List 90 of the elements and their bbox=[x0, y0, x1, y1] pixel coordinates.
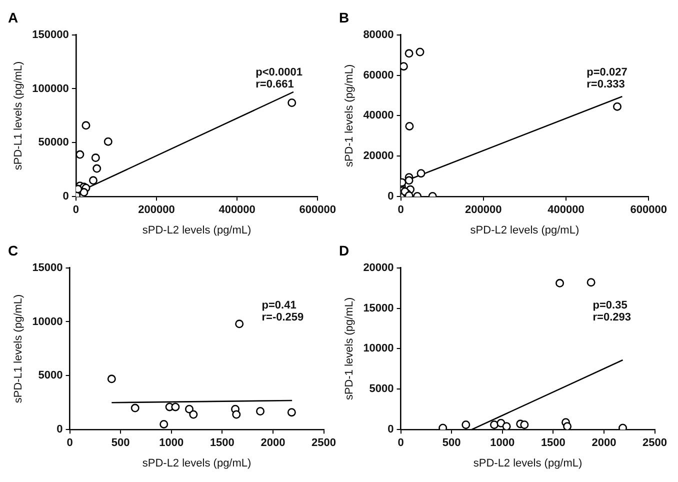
annotation: p=0.027 bbox=[586, 66, 628, 79]
x-tick-label: 2500 bbox=[312, 437, 336, 450]
x-tick-label: 400000 bbox=[548, 204, 584, 216]
annotation: p=0.41 bbox=[262, 300, 296, 312]
annotation: r=-0.259 bbox=[262, 312, 304, 324]
x-tick-label: 1000 bbox=[159, 437, 184, 450]
y-tick-label: 20000 bbox=[363, 150, 394, 162]
y-tick-label: 0 bbox=[56, 424, 63, 436]
point bbox=[76, 150, 84, 159]
point bbox=[256, 407, 265, 416]
x-tick-label: 200000 bbox=[138, 204, 175, 216]
x-tick-label: 1000 bbox=[490, 437, 515, 450]
point bbox=[490, 420, 498, 429]
x-axis-title: sPD-L2 levels (pg/mL) bbox=[470, 224, 580, 236]
y-tick-label: 10000 bbox=[32, 316, 63, 328]
y-axis-title: sPD-1 levels (pg/mL) bbox=[344, 297, 356, 400]
point bbox=[586, 278, 596, 287]
chart-title: A bbox=[8, 9, 18, 26]
point bbox=[189, 410, 198, 419]
point bbox=[404, 49, 414, 58]
y-axis-title: sPD-1 levels (pg/mL) bbox=[344, 64, 356, 168]
point bbox=[618, 424, 628, 430]
x-tick-label: 2500 bbox=[642, 437, 668, 450]
point bbox=[404, 176, 414, 185]
annotation: p<0.0001 bbox=[256, 66, 302, 79]
point bbox=[130, 404, 140, 412]
y-tick-label: 0 bbox=[62, 190, 69, 203]
x-tick-label: 500 bbox=[442, 437, 461, 450]
y-tick-label: 60000 bbox=[363, 69, 394, 82]
x-tick-label: 1500 bbox=[540, 437, 566, 450]
point bbox=[556, 278, 564, 288]
x-tick-label: 1500 bbox=[210, 437, 234, 450]
x-tick-label: 200000 bbox=[465, 204, 502, 216]
y-axis-title: sPD-L1 levels (pg/mL) bbox=[12, 294, 25, 404]
y-tick-label: 20000 bbox=[363, 262, 394, 274]
point bbox=[160, 420, 168, 428]
y-tick-label: 100000 bbox=[32, 82, 69, 95]
x-tick-label: 2000 bbox=[592, 437, 616, 450]
point bbox=[400, 62, 408, 71]
x-tick-label: 600000 bbox=[299, 204, 336, 216]
point bbox=[107, 374, 116, 384]
point bbox=[288, 98, 296, 108]
chart-title: D bbox=[339, 242, 350, 258]
x-tick-label: 0 bbox=[72, 204, 79, 216]
annotation: r=0.293 bbox=[592, 312, 631, 324]
y-tick-label: 5000 bbox=[369, 383, 394, 396]
x-axis-title: sPD-L2 levels (pg/mL) bbox=[142, 224, 252, 236]
chart-title: C bbox=[8, 242, 18, 258]
point bbox=[563, 422, 572, 430]
y-tick-label: 80000 bbox=[363, 28, 394, 41]
y-tick-label: 5000 bbox=[38, 370, 63, 382]
point bbox=[416, 48, 424, 56]
y-tick-label: 40000 bbox=[363, 110, 394, 122]
y-tick-label: 50000 bbox=[38, 136, 69, 149]
y-axis-title: sPD-L1 levels (pg/mL) bbox=[12, 61, 25, 170]
y-tick-label: 150000 bbox=[32, 28, 69, 41]
x-tick-label: 500 bbox=[111, 437, 130, 450]
point bbox=[92, 164, 102, 173]
point bbox=[287, 408, 296, 417]
point bbox=[82, 121, 90, 130]
y-tick-label: 0 bbox=[388, 190, 394, 203]
point bbox=[185, 404, 194, 414]
annotation: r=0.333 bbox=[586, 78, 625, 91]
chart-title: B bbox=[339, 9, 350, 26]
point bbox=[613, 102, 622, 111]
point bbox=[502, 422, 511, 430]
y-tick-label: 15000 bbox=[32, 262, 63, 274]
x-tick-label: 0 bbox=[398, 437, 404, 450]
point bbox=[462, 420, 470, 429]
point bbox=[171, 402, 180, 412]
point bbox=[232, 410, 241, 419]
x-axis-title: sPD-L2 levels (pg/mL) bbox=[473, 457, 582, 470]
x-axis-title: sPD-L2 levels (pg/mL) bbox=[142, 457, 252, 470]
point bbox=[88, 176, 98, 185]
y-tick-label: 15000 bbox=[363, 302, 394, 314]
point bbox=[416, 169, 426, 178]
y-tick-label: 10000 bbox=[363, 342, 394, 355]
annotation: r=0.661 bbox=[256, 78, 294, 91]
annotation: p=0.35 bbox=[592, 300, 628, 312]
x-tick-label: 2000 bbox=[260, 437, 286, 450]
point bbox=[520, 420, 529, 429]
x-tick-label: 0 bbox=[398, 204, 404, 216]
point bbox=[405, 122, 414, 130]
point bbox=[104, 137, 112, 146]
point bbox=[235, 320, 244, 328]
point bbox=[438, 424, 448, 430]
x-tick-label: 400000 bbox=[218, 204, 256, 216]
x-tick-label: 600000 bbox=[630, 204, 668, 216]
point bbox=[91, 154, 100, 162]
y-tick-label: 0 bbox=[388, 424, 394, 436]
